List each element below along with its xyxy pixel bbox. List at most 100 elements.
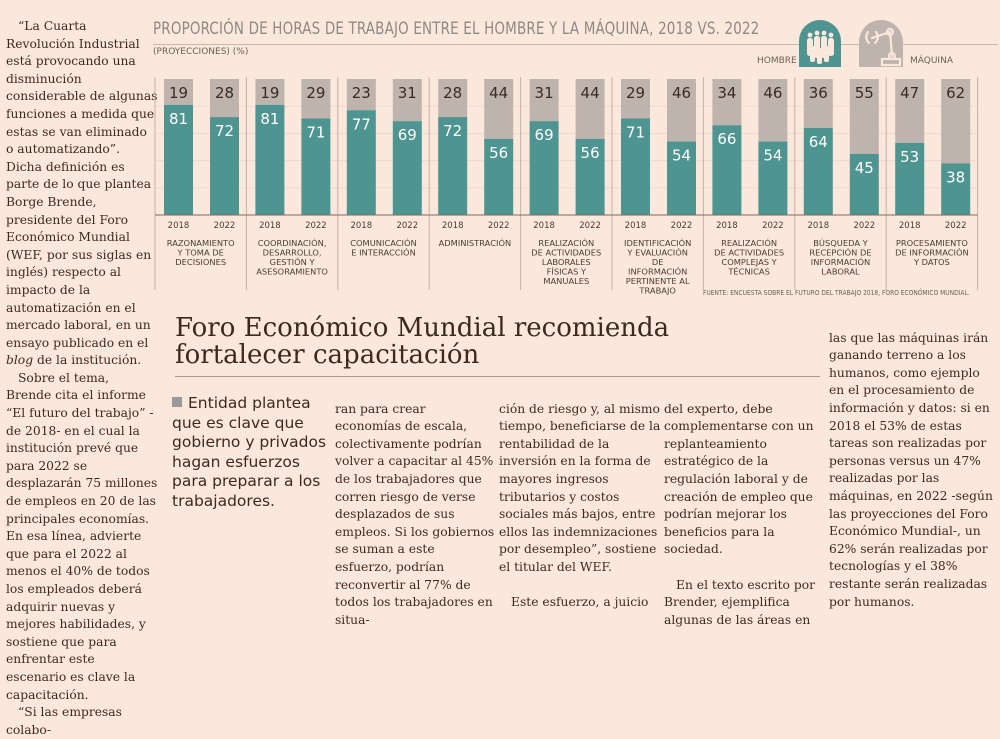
data-label-hombre: 54 [763, 147, 782, 165]
data-label-maquina: 19 [169, 84, 188, 102]
chart-title: PROPORCIÓN DE HORAS DE TRABAJO ENTRE EL … [153, 19, 760, 39]
bar-maquina [803, 79, 833, 128]
data-label-hombre: 66 [717, 130, 736, 148]
category-label: ASESORAMIENTO [256, 267, 328, 277]
summary-text: Entidad plantea que es clave que gobiern… [172, 394, 327, 510]
bar-hombre [529, 121, 559, 215]
category-label: Y DATOS [913, 257, 950, 267]
bullet-square-icon [172, 397, 182, 407]
year-tick-label: 2022 [579, 221, 601, 231]
bar-hombre [301, 118, 331, 215]
data-label-maquina: 36 [809, 84, 828, 102]
year-tick-label: 2022 [305, 221, 327, 231]
chart-source: FUENTE: ENCUESTA SOBRE EL FUTURO DEL TRA… [703, 289, 970, 297]
category-label: GESTIÓN Y [270, 256, 316, 267]
data-label-hombre: 64 [809, 133, 828, 151]
data-label-maquina: 28 [215, 84, 234, 102]
title-divider [153, 44, 998, 45]
category-label: LABORAL [821, 267, 860, 277]
bar-hombre [164, 104, 193, 215]
data-label-maquina: 23 [352, 84, 371, 102]
data-label-maquina: 55 [855, 84, 874, 102]
article-column-5: las que las máquinas irán ganando terren… [829, 312, 997, 629]
category-label: PROCESAMIENTO [896, 238, 969, 248]
category-label: BÚSQUEDA Y [813, 237, 868, 248]
year-tick-label: 2022 [762, 221, 784, 231]
year-tick-label: 2022 [853, 221, 875, 231]
paragraph: del experto, debe complementarse con un … [664, 401, 814, 557]
data-label-maquina: 46 [763, 84, 782, 102]
bar-maquina [667, 79, 696, 142]
data-label-hombre: 56 [581, 144, 600, 162]
bar-maquina [621, 79, 650, 119]
year-tick-label: 2022 [214, 221, 236, 231]
bar-maquina [941, 79, 971, 164]
data-label-maquina: 47 [900, 84, 919, 102]
article-column-1: “La Cuarta Revolución Industrial está pr… [6, 18, 158, 739]
year-tick-label: 2018 [259, 221, 281, 231]
data-label-hombre: 72 [443, 122, 462, 140]
bar-maquina [849, 79, 879, 154]
data-label-maquina: 44 [489, 84, 508, 102]
category-label: RAZONAMIENTO [167, 238, 235, 248]
category-label: COMPLEJAS Y [721, 257, 777, 267]
paragraph: ran para crear economías de escala, cole… [335, 401, 495, 627]
year-tick-label: 2018 [716, 221, 738, 231]
category-label: E INTERACCIÓN [351, 247, 416, 258]
category-label: DE [652, 257, 664, 267]
data-label-hombre: 38 [946, 168, 965, 186]
bar-maquina [438, 79, 468, 118]
bar-hombre [621, 118, 650, 215]
category-label: TÉCNICAS [727, 266, 770, 277]
bar-maquina [529, 79, 559, 122]
category-label: Y EVALUACIÓN [626, 247, 688, 258]
data-label-maquina: 28 [443, 84, 462, 102]
bar-hombre [667, 141, 696, 215]
paragraph: ción de riesgo y, al mismo tiempo, benef… [499, 401, 661, 574]
data-label-maquina: 31 [398, 84, 417, 102]
category-label: LABORALES [542, 257, 591, 267]
paragraph: las que las máquinas irán ganando terren… [829, 330, 993, 609]
data-label-hombre: 69 [535, 126, 554, 144]
bar-hombre [210, 117, 239, 215]
bar-hombre [895, 142, 925, 215]
article-summary: Entidad plantea que es clave que gobiern… [172, 394, 332, 511]
bar-hombre [849, 153, 879, 215]
bar-maquina [301, 79, 331, 119]
data-label-hombre: 72 [215, 122, 234, 140]
year-tick-label: 2018 [625, 221, 647, 231]
paragraph: “Si las empresas colabo- [6, 705, 122, 737]
category-label: Y TOMA DE [176, 248, 223, 258]
category-label: DE ACTIVIDADES [714, 248, 784, 258]
legend-hombre-label: HOMBRE [757, 56, 797, 66]
year-tick-label: 2022 [488, 221, 510, 231]
year-tick-label: 2018 [807, 221, 829, 231]
category-label: MANUALES [543, 276, 589, 286]
data-label-maquina: 34 [717, 84, 736, 102]
data-label-maquina: 29 [626, 84, 645, 102]
bar-maquina [346, 79, 376, 111]
bar-hombre [712, 125, 742, 215]
paragraph: Sobre el tema, Brende cita el informe “E… [6, 370, 158, 702]
bar-maquina [758, 79, 788, 142]
bar-hombre [575, 138, 605, 215]
data-label-maquina: 46 [672, 84, 691, 102]
category-label: DE INFORMACIÓN [895, 247, 969, 258]
data-label-hombre: 56 [489, 144, 508, 162]
category-label: RECEPCIÓN DE [809, 247, 871, 258]
data-label-hombre: 54 [672, 147, 691, 165]
bar-maquina [392, 79, 422, 122]
bar-hombre [941, 163, 971, 215]
paragraph: Este esfuerzo, a juicio [511, 595, 649, 610]
year-tick-label: 2018 [899, 221, 921, 231]
category-label: REALIZACIÓN [538, 237, 594, 248]
people-icon [798, 18, 842, 68]
article-column-4: del experto, debe complementarse con un … [664, 383, 824, 647]
bar-hombre [484, 138, 514, 215]
category-label: REALIZACIÓN [721, 237, 777, 248]
category-label: DESARROLLO, [263, 248, 322, 258]
headline-divider [175, 376, 820, 377]
bar-maquina [484, 79, 514, 139]
year-tick-label: 2018 [350, 221, 372, 231]
data-label-maquina: 31 [535, 84, 554, 102]
